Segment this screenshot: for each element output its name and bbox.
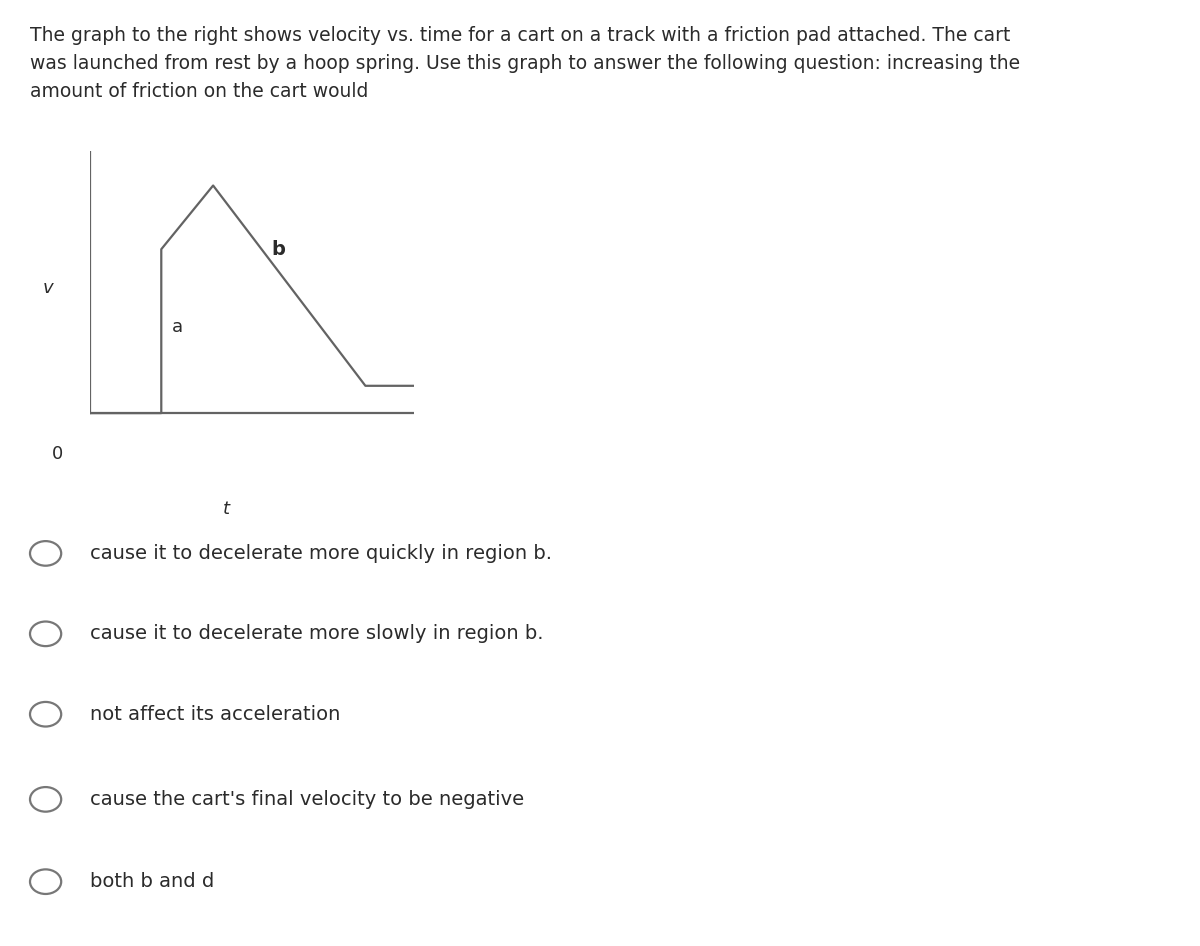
- Text: b: b: [271, 239, 284, 259]
- Text: cause it to decelerate more slowly in region b.: cause it to decelerate more slowly in re…: [90, 624, 544, 643]
- Text: both b and d: both b and d: [90, 872, 215, 891]
- Text: a: a: [172, 318, 184, 336]
- Text: v: v: [42, 278, 53, 297]
- Text: cause it to decelerate more quickly in region b.: cause it to decelerate more quickly in r…: [90, 544, 552, 563]
- Text: not affect its acceleration: not affect its acceleration: [90, 705, 341, 724]
- Text: 0: 0: [52, 445, 64, 464]
- Text: The graph to the right shows velocity vs. time for a cart on a track with a fric: The graph to the right shows velocity vs…: [30, 26, 1020, 101]
- Text: t: t: [222, 499, 229, 517]
- Text: cause the cart's final velocity to be negative: cause the cart's final velocity to be ne…: [90, 790, 524, 809]
